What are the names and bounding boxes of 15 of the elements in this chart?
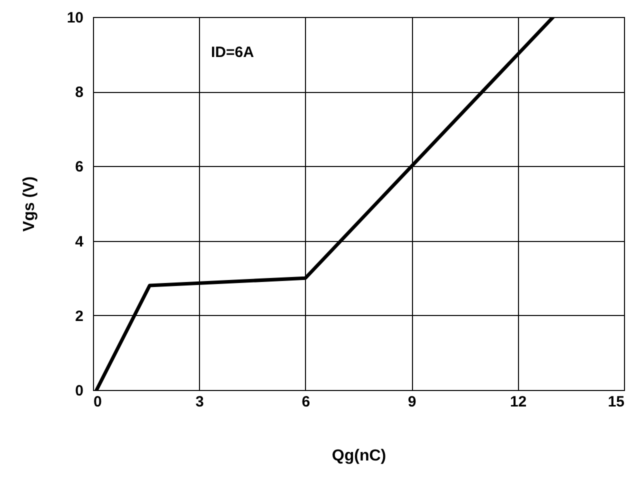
- x-tick-label: 15: [608, 394, 624, 410]
- x-axis-title: Qg(nC): [332, 448, 386, 464]
- y-tick-label: 0: [75, 382, 84, 400]
- x-tick-label: 0: [94, 394, 102, 410]
- x-tick-label: 12: [510, 394, 527, 410]
- y-tick-label: 4: [75, 233, 84, 250]
- y-axis-title: Vgs (V): [20, 176, 38, 232]
- x-tick-label: 3: [196, 394, 204, 410]
- annotation: ID=6A: [211, 44, 254, 61]
- y-tick-label: 10: [66, 10, 84, 26]
- y-tick-label: 6: [75, 158, 84, 176]
- y-tick-label: 2: [75, 308, 84, 325]
- y-tick-label: 8: [75, 84, 84, 102]
- x-tick-label: 9: [408, 394, 416, 410]
- x-tick-label: 6: [302, 394, 310, 410]
